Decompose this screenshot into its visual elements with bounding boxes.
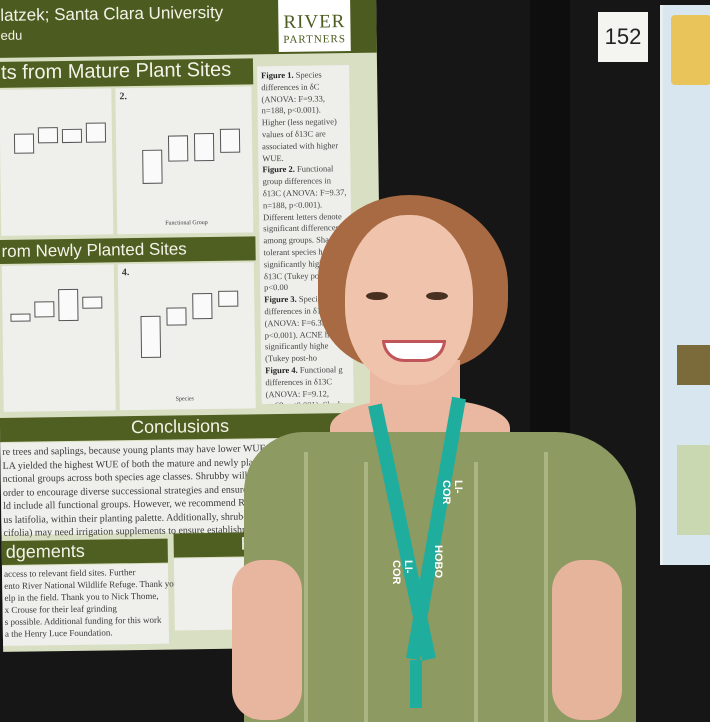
section-mature-title: ts from Mature Plant Sites	[0, 58, 232, 84]
acknowledgements-header: dgements	[1, 538, 168, 565]
section-new-sites: rom Newly Planted Sites	[0, 236, 256, 264]
chart-fig1	[0, 88, 114, 236]
left-arm	[232, 560, 302, 720]
lanyard-product: HOBO	[432, 545, 444, 578]
section-new-title: rom Newly Planted Sites	[1, 239, 187, 261]
poster-header: latzek; Santa Clara University edu RIVER…	[0, 0, 377, 58]
conclusions-title: Conclusions	[130, 415, 230, 438]
chart-fig3	[1, 264, 116, 412]
right-arm	[552, 560, 622, 720]
caption-4: Figure 4. Functional g differences in δ1…	[265, 364, 343, 404]
right-eye	[426, 292, 448, 300]
caption-1: Figure 1. Species differences in δC (ANO…	[261, 69, 339, 163]
lanyard-brand-left: LI-COR	[390, 560, 414, 585]
fig4-label: 4.	[121, 267, 130, 279]
acknowledgements-text: access to relevant field sites. Further e…	[4, 567, 179, 639]
fig2-label: 2.	[119, 91, 127, 103]
poster-author: latzek; Santa Clara University	[0, 2, 224, 25]
chart-fig4: 4. Species	[117, 262, 256, 411]
acknowledgements-body: access to relevant field sites. Further e…	[1, 563, 178, 646]
logo-line-1: RIVER	[283, 11, 346, 33]
chart-fig2: 2. Functional Group	[115, 86, 254, 235]
lanyard-brand: LI-COR	[440, 480, 464, 505]
poster-email: edu	[0, 27, 23, 43]
acknowledgements-title: dgements	[5, 540, 85, 562]
fig2-xlabel: Functional Group	[165, 220, 208, 227]
lanyard-clip	[410, 660, 422, 708]
section-mature-sites: ts from Mature Plant Sites	[0, 58, 254, 88]
references-header: R	[173, 532, 254, 558]
logo-line-2: PARTNERS	[283, 33, 347, 46]
adjacent-poster	[660, 5, 710, 565]
river-partners-logo: RIVER PARTNERS	[278, 0, 351, 53]
fig4-xlabel: Species	[175, 396, 195, 403]
left-eye	[366, 292, 388, 300]
booth-number-card: 152	[598, 12, 648, 62]
